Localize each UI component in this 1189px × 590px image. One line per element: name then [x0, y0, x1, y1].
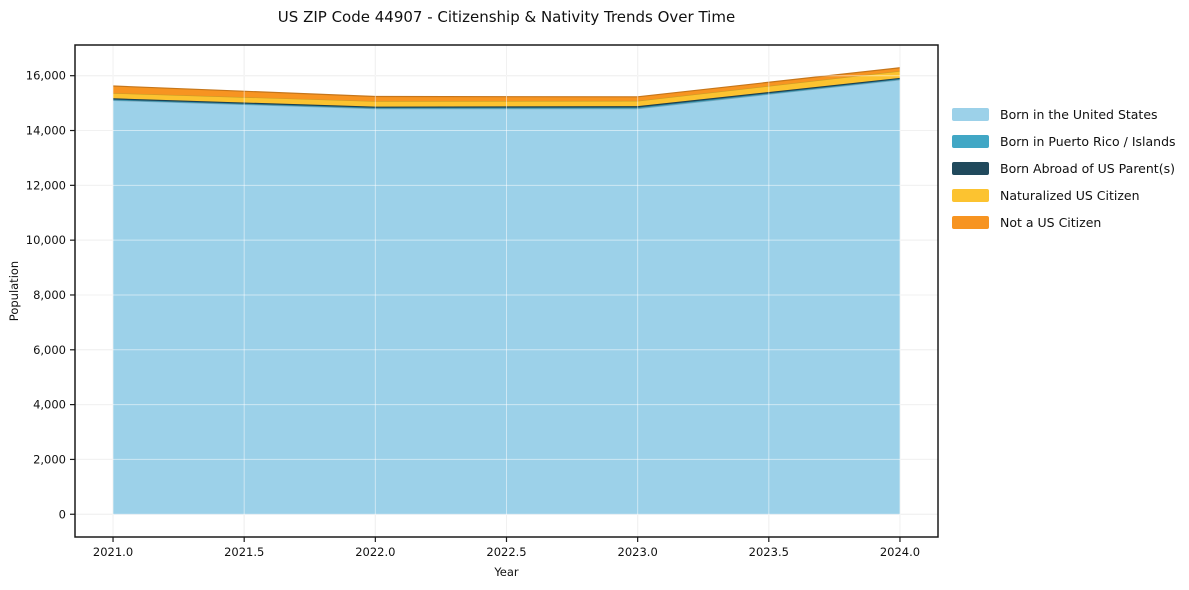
- y-tick-label: 14,000: [26, 124, 66, 138]
- x-tick-label: 2023.5: [749, 545, 789, 559]
- y-tick-label: 2,000: [33, 452, 66, 466]
- legend-swatch-born-abroad-of-us-parent-s: [952, 162, 989, 175]
- legend-swatch-born-in-the-united-states: [952, 108, 989, 121]
- legend-item-born-in-the-united-states: Born in the United States: [952, 101, 1176, 128]
- x-tick-label: 2022.5: [486, 545, 526, 559]
- y-tick-label: 12,000: [26, 178, 66, 192]
- x-tick-label: 2023.0: [618, 545, 658, 559]
- legend-item-naturalized-us-citizen: Naturalized US Citizen: [952, 182, 1176, 209]
- chart-title: US ZIP Code 44907 - Citizenship & Nativi…: [277, 8, 736, 26]
- y-tick-label: 0: [59, 507, 66, 521]
- area-born-abroad-of-us-parent-s: [113, 77, 900, 108]
- area-born-in-puerto-rico-islands: [113, 78, 900, 109]
- area-naturalized-us-citizen: [113, 71, 900, 107]
- legend-item-not-a-us-citizen: Not a US Citizen: [952, 209, 1176, 236]
- y-tick-label: 10,000: [26, 233, 66, 247]
- legend-swatch-naturalized-us-citizen: [952, 189, 989, 202]
- x-tick-label: 2022.0: [355, 545, 395, 559]
- x-tick-label: 2024.0: [880, 545, 920, 559]
- x-axis-label: Year: [494, 565, 519, 579]
- legend-label-born-abroad-of-us-parent-s: Born Abroad of US Parent(s): [1000, 161, 1175, 176]
- legend-swatch-not-a-us-citizen: [952, 216, 989, 229]
- y-tick-label: 16,000: [26, 69, 66, 83]
- y-tick-label: 8,000: [33, 288, 66, 302]
- x-tick-label: 2021.0: [93, 545, 133, 559]
- legend-item-born-abroad-of-us-parent-s: Born Abroad of US Parent(s): [952, 155, 1176, 182]
- y-tick-label: 6,000: [33, 343, 66, 357]
- legend-label-naturalized-us-citizen: Naturalized US Citizen: [1000, 188, 1140, 203]
- legend-swatch-born-in-puerto-rico-islands: [952, 135, 989, 148]
- y-tick-label: 4,000: [33, 398, 66, 412]
- legend-item-born-in-puerto-rico-islands: Born in Puerto Rico / Islands: [952, 128, 1176, 155]
- legend-label-born-in-the-united-states: Born in the United States: [1000, 107, 1158, 122]
- legend-label-not-a-us-citizen: Not a US Citizen: [1000, 215, 1102, 230]
- area-not-a-us-citizen: [113, 67, 900, 102]
- y-axis-label: Population: [7, 260, 21, 322]
- x-tick-label: 2021.5: [224, 545, 264, 559]
- legend-label-born-in-puerto-rico-islands: Born in Puerto Rico / Islands: [1000, 134, 1176, 149]
- legend: Born in the United States Born in Puerto …: [952, 101, 1176, 236]
